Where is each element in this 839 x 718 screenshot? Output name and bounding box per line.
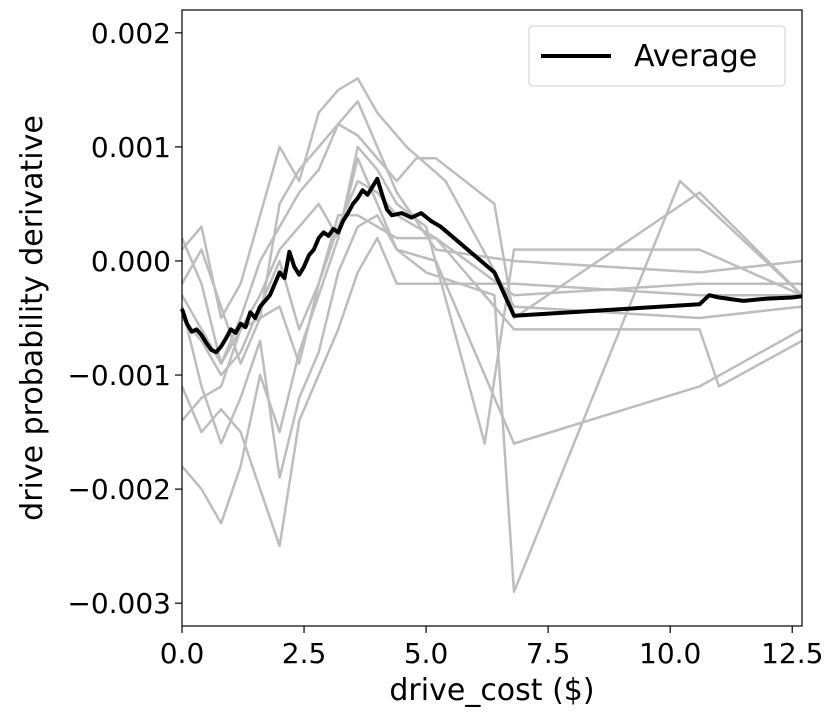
series-line-3 xyxy=(180,157,803,445)
y-axis-label: drive probability derivative xyxy=(15,115,50,521)
y-tick-label: −0.001 xyxy=(67,359,171,392)
plot-frame xyxy=(181,9,803,627)
x-tick-label: 7.5 xyxy=(526,637,571,670)
x-tick-label: 10.0 xyxy=(639,637,701,670)
x-axis-label: drive_cost ($) xyxy=(389,673,594,708)
y-tick-label: −0.003 xyxy=(67,587,171,620)
series-line-5 xyxy=(181,77,803,320)
series-line-4 xyxy=(180,179,803,594)
x-tick-label: 0.0 xyxy=(160,637,205,670)
x-axis: 0.0 2.5 5.0 7.5 10.0 12.5 xyxy=(160,626,823,670)
y-tick-label: 0.001 xyxy=(91,131,171,164)
series-line-9 xyxy=(181,179,803,422)
x-tick-label: 12.5 xyxy=(761,637,823,670)
series-line-6 xyxy=(180,236,802,548)
series-line-8 xyxy=(180,100,803,365)
y-tick-label: −0.002 xyxy=(67,473,171,506)
x-tick-label: 2.5 xyxy=(282,637,327,670)
legend-box xyxy=(528,25,786,87)
legend: Average xyxy=(528,25,786,87)
series-line-7 xyxy=(181,214,802,377)
y-axis: 0.002 0.001 0.000 −0.001 −0.002 −0.003 xyxy=(67,17,182,620)
series-line-average xyxy=(180,176,803,355)
y-tick-label: 0.000 xyxy=(91,245,171,278)
y-tick-label: 0.002 xyxy=(91,17,171,50)
x-tick-label: 5.0 xyxy=(404,637,449,670)
legend-entry-average: Average xyxy=(634,39,757,74)
series-layer xyxy=(180,77,803,594)
